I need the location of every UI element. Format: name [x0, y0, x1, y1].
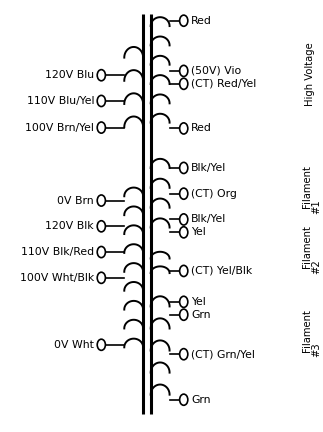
Text: #2: #2 — [311, 259, 321, 273]
Circle shape — [180, 214, 188, 225]
Text: Yel: Yel — [191, 227, 206, 237]
Circle shape — [180, 162, 188, 174]
Circle shape — [180, 265, 188, 276]
Text: Yel: Yel — [191, 297, 206, 307]
Circle shape — [180, 296, 188, 308]
Text: (CT) Red/Yel: (CT) Red/Yel — [191, 79, 256, 89]
Circle shape — [97, 122, 105, 133]
Circle shape — [180, 123, 188, 134]
Text: #1: #1 — [311, 199, 321, 213]
Text: 100V Brn/Yel: 100V Brn/Yel — [25, 123, 94, 133]
Text: Filament: Filament — [302, 309, 312, 352]
Circle shape — [97, 195, 105, 206]
Circle shape — [180, 65, 188, 76]
Text: Grn: Grn — [191, 310, 211, 320]
Text: (50V) Vio: (50V) Vio — [191, 66, 241, 76]
Circle shape — [97, 272, 105, 283]
Text: Red: Red — [191, 16, 212, 25]
Text: 100V Wht/Blk: 100V Wht/Blk — [20, 273, 94, 283]
Circle shape — [180, 188, 188, 199]
Circle shape — [97, 247, 105, 257]
Circle shape — [180, 78, 188, 89]
Circle shape — [97, 70, 105, 81]
Text: Red: Red — [191, 124, 212, 133]
Circle shape — [180, 227, 188, 238]
Circle shape — [97, 95, 105, 107]
Text: High Voltage: High Voltage — [306, 42, 316, 106]
Text: Blk/Yel: Blk/Yel — [191, 214, 226, 225]
Text: 0V Wht: 0V Wht — [54, 340, 94, 350]
Text: 110V Blu/Yel: 110V Blu/Yel — [26, 96, 94, 106]
Circle shape — [180, 394, 188, 405]
Text: Grn: Grn — [191, 395, 211, 405]
Circle shape — [97, 221, 105, 232]
Text: 110V Blk/Red: 110V Blk/Red — [21, 247, 94, 257]
Text: (CT) Yel/Blk: (CT) Yel/Blk — [191, 266, 252, 276]
Text: (CT) Org: (CT) Org — [191, 189, 237, 199]
Text: 120V Blk: 120V Blk — [46, 221, 94, 231]
Text: 0V Brn: 0V Brn — [57, 196, 94, 206]
Circle shape — [97, 339, 105, 350]
Circle shape — [180, 349, 188, 360]
Text: (CT) Grn/Yel: (CT) Grn/Yel — [191, 349, 255, 359]
Text: Blk/Yel: Blk/Yel — [191, 163, 226, 173]
Text: Filament: Filament — [302, 226, 312, 268]
Text: Filament: Filament — [302, 165, 312, 208]
Circle shape — [180, 15, 188, 26]
Text: #3: #3 — [311, 343, 321, 357]
Text: 120V Blu: 120V Blu — [45, 70, 94, 80]
Circle shape — [180, 309, 188, 320]
